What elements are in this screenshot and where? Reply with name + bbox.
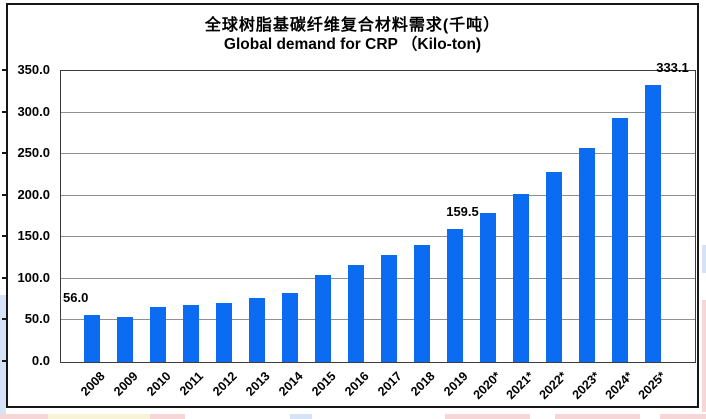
y-tick-label-350.0: 350.0: [17, 62, 50, 77]
gridline-250: [61, 153, 695, 155]
y-tick-label-300.0: 300.0: [17, 103, 50, 119]
plot-area: 56.0 159.5 333.1: [60, 61, 696, 363]
value-label-2008: 56.0: [63, 290, 89, 306]
page-edge-artifact-left: [0, 295, 6, 419]
page-edge-artifact-bottom-strip: [445, 414, 530, 419]
value-label-2025*: 333.1: [656, 60, 689, 76]
y-tick-label-250.0: 250.0: [17, 145, 50, 161]
x-label-2019: 2019: [440, 369, 471, 399]
x-label-2022*: 2022*: [536, 369, 570, 403]
page-edge-artifact-bottom-strip: [555, 414, 640, 419]
bar-2023*: [578, 147, 595, 362]
bar-2009: [116, 317, 133, 362]
x-label-2010: 2010: [143, 369, 174, 399]
value-label-2019: 159.5: [446, 204, 479, 220]
x-label-2020*: 2020*: [470, 369, 504, 403]
x-label-2023*: 2023*: [569, 369, 603, 403]
y-tick-mark: [2, 360, 7, 362]
y-tick-mark: [2, 152, 7, 155]
x-label-2016: 2016: [341, 369, 372, 399]
chart-subtitle: Global demand for CRP （Kilo-ton): [223, 36, 482, 53]
bar-2015: [314, 275, 331, 362]
chart-frame: 全球树脂基碳纤维复合材料需求(千吨） Global demand for CRP…: [2, 3, 699, 408]
bar-2008: [83, 315, 100, 362]
y-tick-label-50.0: 50.0: [24, 311, 50, 327]
bar-2010: [149, 307, 166, 362]
y-tick-label-150.0: 150.0: [17, 228, 50, 244]
bar-2018: [413, 244, 430, 362]
x-label-2024*: 2024*: [602, 369, 636, 403]
x-label-2017: 2017: [374, 369, 405, 399]
page-edge-artifact-right-pink: [702, 300, 706, 412]
bar-2020*: [479, 212, 496, 362]
y-tick-label-0.0: 0.0: [31, 353, 50, 368]
bar-2014: [281, 293, 298, 362]
y-tick-mark: [2, 276, 7, 279]
y-tick-mark: [2, 318, 7, 321]
gridline-200: [61, 194, 695, 196]
x-label-2012: 2012: [209, 369, 240, 399]
x-label-2013: 2013: [242, 369, 273, 399]
page-edge-artifact-bottom-strip: [290, 414, 312, 419]
bar-2019: [446, 229, 463, 362]
bar-2022*: [545, 171, 562, 362]
bar-2017: [380, 255, 397, 362]
page-edge-artifact-bottom-strip: [150, 414, 185, 419]
y-tick-mark: [2, 69, 7, 71]
y-tick-mark: [2, 235, 7, 238]
bar-2024*: [611, 118, 628, 362]
y-tick-label-100.0: 100.0: [17, 269, 50, 285]
page-edge-artifact-bottom-strip: [0, 414, 48, 419]
x-label-2025*: 2025*: [635, 369, 669, 403]
x-label-2008: 2008: [77, 369, 108, 399]
gridline-100: [61, 277, 695, 279]
x-label-2009: 2009: [110, 369, 141, 399]
bar-2021*: [512, 193, 529, 362]
gridline-300: [61, 111, 695, 113]
bar-2025*: [644, 85, 661, 362]
gridline-50: [61, 319, 695, 321]
x-label-2015: 2015: [308, 369, 339, 399]
y-tick-mark: [2, 193, 7, 196]
bar-2012: [215, 302, 232, 362]
bar-2013: [248, 298, 265, 362]
x-label-2018: 2018: [407, 369, 438, 399]
x-label-2011: 2011: [177, 369, 207, 399]
y-tick-mark: [2, 110, 7, 113]
y-tick-label-200.0: 200.0: [17, 186, 50, 202]
gridline-150: [61, 236, 695, 238]
bar-2011: [182, 305, 199, 362]
page-edge-artifact-bottom-strip: [48, 414, 150, 419]
chart-title: 全球树脂基碳纤维复合材料需求(千吨）: [204, 17, 501, 34]
x-label-2014: 2014: [275, 369, 306, 399]
bar-2016: [347, 265, 364, 362]
page-edge-artifact-right-blue: [702, 245, 706, 273]
x-label-2021*: 2021*: [503, 369, 537, 403]
page-edge-artifact-bottom-strip: [660, 414, 706, 419]
